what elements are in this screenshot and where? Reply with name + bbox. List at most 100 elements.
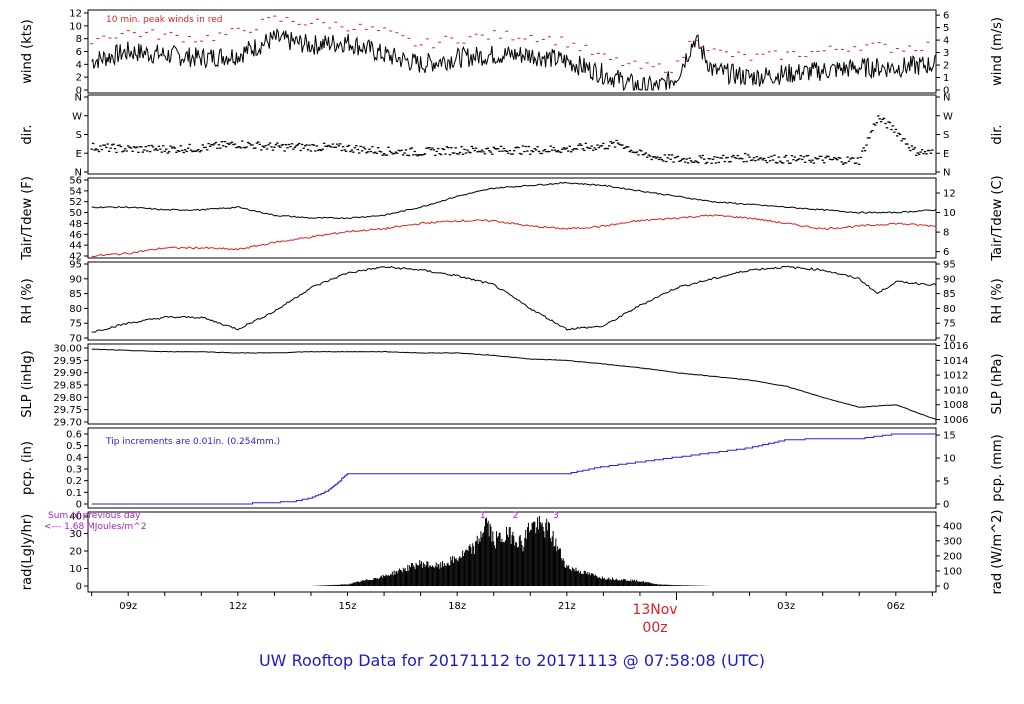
y-axis-label-left: RH (%) [20, 278, 35, 323]
y-tick-l-label: 0.5 [66, 441, 82, 452]
y-tick-r-label: 0 [943, 86, 949, 97]
y-tick-l-label: W [72, 111, 82, 122]
y-axis-label-right: dir. [990, 124, 1005, 144]
y-tick-r-label: 1012 [943, 371, 968, 382]
y-tick-r-label: 200 [943, 551, 962, 562]
y-tick-r-label: 8 [943, 228, 949, 239]
y-tick-l-label: 29.70 [53, 418, 82, 429]
y-axis-label-left: pcp. (in) [20, 441, 35, 495]
y-tick-l-label: 52 [69, 197, 82, 208]
y-axis-label-left: SLP (inHg) [20, 350, 35, 418]
y-axis-label-left: rad(Lgly/hr) [20, 514, 35, 590]
x-tick-label: 03z [777, 601, 795, 612]
y-axis-label-left: Tair/Tdew (F) [20, 176, 35, 261]
y-tick-l-label: 0.3 [66, 465, 82, 476]
wind-series-line [91, 27, 937, 92]
radiation-peak-label: 2 [513, 511, 519, 521]
y-tick-r-label: 1016 [943, 341, 968, 352]
y-tick-l-label: 0.6 [66, 430, 82, 441]
y-tick-r-label: 1008 [943, 400, 968, 411]
y-tick-l-label: 70 [69, 334, 82, 345]
precipitation-annotation: Tip increments are 0.01in. (0.254mm.) [105, 437, 280, 447]
y-tick-r-label: N [943, 168, 950, 179]
y-tick-r-label: E [943, 149, 949, 160]
x-axis: 09z 12z 15z 18z 21z 03z 06z [91, 592, 933, 612]
y-tick-l-label: 29.95 [53, 356, 82, 367]
y-axis-label-right: SLP (hPa) [990, 353, 1005, 414]
y-tick-l-label: N [75, 93, 82, 104]
y-tick-r-label: 3 [943, 48, 949, 59]
y-tick-l-label: N [75, 168, 82, 179]
y-tick-r-label: S [943, 130, 949, 141]
y-tick-l-label: 20 [69, 547, 82, 558]
panel-frame-2 [87, 177, 937, 259]
y-tick-l-label: 6 [76, 47, 82, 58]
y-tick-r-label: 1014 [943, 356, 968, 367]
y-tick-l-label: E [76, 149, 82, 160]
y-tick-l-label: 2 [76, 73, 82, 84]
y-tick-l-label: 40 [69, 512, 82, 523]
y-axis-label-left: dir. [20, 124, 35, 144]
y-axis-label-right: rad (W/m^2) [990, 510, 1005, 595]
y-tick-r-label: 0 [943, 500, 949, 511]
direction-marks [90, 115, 934, 165]
y-tick-l-label: 10 [69, 564, 82, 575]
y-tick-r-label: 400 [943, 521, 962, 532]
date-sub-label: 00z [642, 620, 667, 636]
y-tick-l-label: 12 [69, 9, 82, 20]
y-tick-r-label: N [943, 93, 950, 104]
y-tick-r-label: 75 [943, 319, 956, 330]
y-tick-r-label: 95 [943, 260, 956, 271]
y-tick-r-label: 10 [943, 208, 956, 219]
y-tick-r-label: 1006 [943, 415, 968, 426]
panel-frame-1 [87, 94, 937, 175]
y-tick-l-label: 0.2 [66, 476, 82, 487]
y-tick-r-label: 6 [943, 11, 949, 22]
radiation-peak-label: 1 [480, 511, 486, 521]
y-tick-r-label: 5 [943, 23, 949, 34]
y-tick-l-label: 85 [69, 289, 82, 300]
y-tick-r-label: 5 [943, 477, 949, 488]
air-temp-line [91, 181, 937, 220]
y-tick-r-label: 80 [943, 304, 956, 315]
y-tick-l-label: 42 [69, 252, 82, 263]
y-tick-l-label: 75 [69, 319, 82, 330]
x-tick-label: 06z [887, 601, 905, 612]
y-tick-l-label: S [76, 130, 82, 141]
y-tick-r-label: 100 [943, 566, 962, 577]
y-tick-l-label: 29.85 [53, 381, 82, 392]
y-tick-r-label: W [943, 111, 953, 122]
y-tick-l-label: 80 [69, 304, 82, 315]
y-tick-r-label: 85 [943, 289, 956, 300]
y-tick-l-label: 56 [69, 176, 82, 187]
y-axis-label-left: wind (kts) [20, 19, 35, 83]
x-tick-label: 09z [119, 601, 137, 612]
panel-frame-4 [87, 343, 937, 425]
y-axis-label-right: pcp. (mm) [990, 434, 1005, 501]
y-tick-l-label: 4 [76, 60, 82, 71]
dew-point-line [91, 214, 937, 258]
y-tick-l-label: 0 [76, 582, 82, 593]
y-tick-l-label: 29.80 [53, 393, 82, 404]
wind-annotation: 10 min. peak winds in red [106, 15, 223, 25]
y-tick-r-label: 2 [943, 61, 949, 72]
y-tick-l-label: 44 [69, 241, 82, 252]
y-tick-l-label: 29.90 [53, 368, 82, 379]
y-tick-r-label: 1 [943, 73, 949, 84]
radiation-annotation-sum: <--- 1.68 MJoules/m^2 [44, 522, 146, 532]
panel-frame-3 [87, 261, 937, 341]
y-tick-r-label: 300 [943, 536, 962, 547]
y-tick-r-label: 70 [943, 334, 956, 345]
y-tick-r-label: 0 [943, 582, 949, 593]
date-label: 13Nov [632, 602, 677, 618]
y-tick-l-label: 46 [69, 230, 82, 241]
y-tick-l-label: 0 [76, 500, 82, 511]
radiation-annotation: Sum of previous day [48, 511, 141, 521]
y-tick-r-label: 4 [943, 36, 949, 47]
y-tick-l-label: 0.1 [66, 488, 82, 499]
y-tick-l-label: 90 [69, 274, 82, 285]
y-tick-l-label: 54 [69, 186, 82, 197]
